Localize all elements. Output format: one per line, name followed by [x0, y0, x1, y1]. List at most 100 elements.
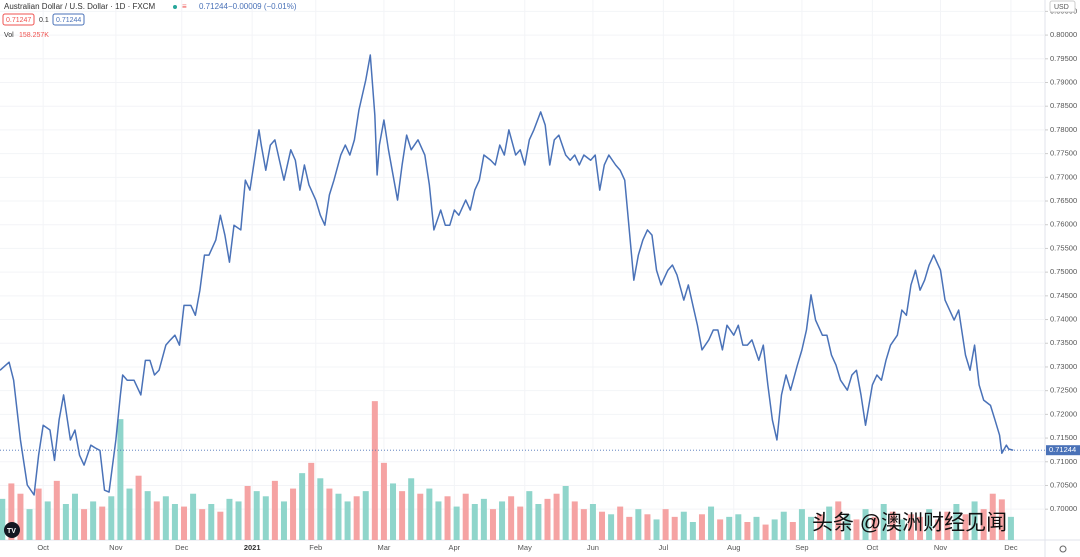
y-tick-label: 0.79500: [1050, 54, 1077, 63]
volume-bar: [190, 493, 197, 540]
volume-bar: [435, 501, 442, 540]
volume-bar: [253, 491, 260, 540]
x-tick-label: Dec: [1004, 543, 1018, 552]
volume-bar: [262, 496, 269, 540]
volume-bar: [953, 504, 960, 540]
x-tick-label: Feb: [309, 543, 322, 552]
ask[interactable]: 0.71244: [56, 17, 81, 24]
volume-bar: [362, 491, 369, 540]
volume-value: 158.257K: [19, 32, 49, 39]
volume-bar: [280, 501, 287, 540]
volume-bar: [744, 522, 751, 540]
volume-bar: [998, 499, 1005, 540]
volume-bar: [271, 480, 278, 540]
y-tick-label: 0.72000: [1050, 409, 1077, 418]
y-tick-label: 0.71000: [1050, 457, 1077, 466]
volume-bar: [989, 493, 996, 540]
axes: 0.70000 0.70500 0.71000 0.71500 0.72000 0.725…: [37, 6, 1080, 552]
volume-bar: [608, 514, 615, 540]
volume-bar: [798, 509, 805, 540]
bid-box[interactable]: [2, 13, 35, 26]
volume-bar: [844, 514, 851, 540]
x-tick-label: Dec: [175, 543, 189, 552]
x-tick-label: Jun: [587, 543, 599, 552]
volume-bar: [962, 514, 969, 540]
volume-bar: [671, 516, 678, 540]
volume-bar: [708, 506, 715, 540]
volume-bar: [199, 509, 206, 540]
volume-bar: [599, 511, 606, 540]
volume-bar: [835, 501, 842, 540]
chart-title: Australian Dollar / U.S. Dollar · 1D · F…: [4, 2, 155, 11]
flag-icon: ≡: [182, 2, 187, 11]
price-line: [0, 54, 1014, 496]
y-tick-label: 0.73000: [1050, 362, 1077, 371]
currency-box[interactable]: [1049, 0, 1076, 13]
volume-bar: [862, 509, 869, 540]
y-tick-label: 0.71500: [1050, 433, 1077, 442]
volume-bar: [26, 509, 33, 540]
volume-bar: [644, 514, 651, 540]
settings-icon[interactable]: [1059, 545, 1067, 553]
y-tick-label: 0.72500: [1050, 386, 1077, 395]
volume-bar: [226, 498, 233, 540]
header-change: −0.00009 (−0.01%): [228, 2, 297, 11]
volume-bar: [926, 509, 933, 540]
y-tick-label: 0.73500: [1050, 338, 1077, 347]
volume-bar: [453, 506, 460, 540]
y-tick-label: 0.80000: [1050, 30, 1077, 39]
y-tick-label: 0.74500: [1050, 291, 1077, 300]
volume-bar: [971, 501, 978, 540]
currency[interactable]: USD: [1054, 4, 1069, 11]
volume-bar: [580, 509, 587, 540]
volume-bar: [471, 504, 478, 540]
volume-bar: [244, 486, 251, 540]
volume-bar: [53, 480, 60, 540]
volume-bar: [553, 493, 560, 540]
volume-bar: [217, 511, 224, 540]
y-tick-label: 0.76000: [1050, 220, 1077, 229]
ask-box[interactable]: [52, 13, 85, 26]
volume-bar: [35, 488, 42, 540]
volume-bar: [853, 519, 860, 540]
y-tick-label: 0.70000: [1050, 504, 1077, 513]
x-tick-label: Aug: [727, 543, 740, 552]
volume-bar: [71, 493, 78, 540]
volume-bar: [162, 496, 169, 540]
bid[interactable]: 0.71247: [6, 17, 31, 24]
volume-bar: [817, 514, 824, 540]
volume-bar: [489, 509, 496, 540]
volume-bar: [762, 524, 769, 540]
volume-bar: [290, 488, 297, 540]
volume-bar: [135, 475, 142, 540]
y-tick-label: 0.74000: [1050, 315, 1077, 324]
volume-bar: [898, 519, 905, 540]
volume-bar: [653, 519, 660, 540]
volume-bar: [517, 506, 524, 540]
volume-bar: [526, 491, 533, 540]
volume-bar: [99, 506, 106, 540]
volume-bar: [753, 516, 760, 540]
volume-bar: [353, 496, 360, 540]
y-tick-label: 0.76500: [1050, 196, 1077, 205]
volume-bar: [380, 462, 387, 540]
volume-bar: [771, 519, 778, 540]
watermark: 头条 @澳洲财经见闻: [812, 512, 1007, 535]
volume-bar: [117, 419, 124, 540]
volume-bar: [390, 483, 397, 540]
volume-bar: [717, 519, 724, 540]
volume-bar: [589, 504, 596, 540]
volume-bar: [426, 488, 433, 540]
last-price-label: 0.71244: [1049, 445, 1076, 454]
volume-bar: [726, 516, 733, 540]
x-tick-label: Apr: [449, 543, 461, 552]
volume-bar: [944, 511, 951, 540]
volume-bar: [889, 511, 896, 540]
volume-bar: [444, 496, 451, 540]
volume-bar: [544, 498, 551, 540]
volume-bar: [462, 493, 469, 540]
tv-logo-mark: TV: [7, 528, 16, 535]
volume-bar: [917, 516, 924, 540]
